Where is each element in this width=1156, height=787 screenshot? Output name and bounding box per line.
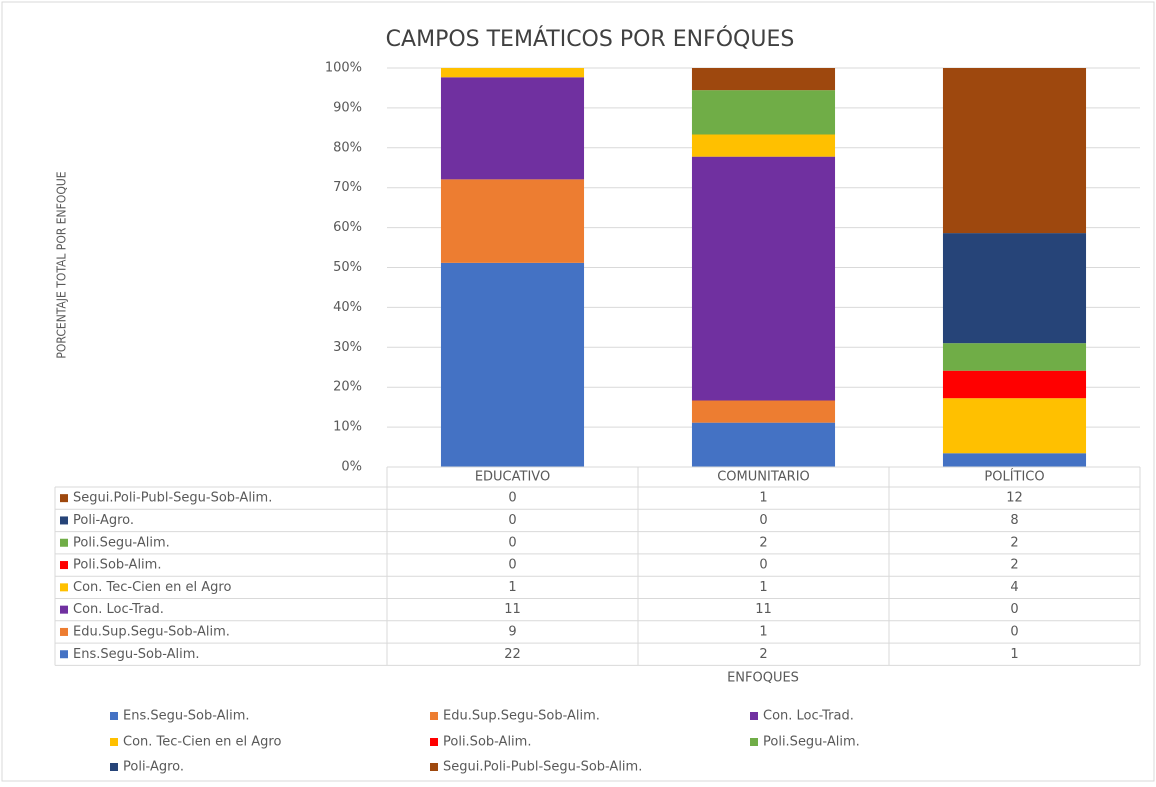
legend-key — [110, 738, 118, 746]
y-tick-label: 50% — [333, 260, 362, 275]
legend-label: Poli.Segu-Alim. — [763, 735, 860, 750]
table-row-label: Poli.Segu-Alim. — [73, 535, 170, 550]
table-legend-key — [60, 516, 68, 525]
bar-segment — [942, 68, 1087, 234]
table-row-label: Segui.Poli-Publ-Segu-Sob-Alim. — [73, 491, 272, 506]
table-legend-key — [60, 494, 68, 503]
table-legend-key — [60, 561, 68, 570]
bar-segment — [691, 90, 836, 135]
table-cell: 1 — [1010, 647, 1018, 662]
table-cell: 11 — [504, 602, 521, 617]
table-cell: 2 — [1010, 558, 1018, 573]
table-cell: 12 — [1006, 491, 1023, 506]
table-cell: 8 — [1010, 513, 1018, 528]
y-tick-label: 90% — [333, 100, 362, 115]
legend-key — [750, 738, 758, 746]
bar-segment — [440, 77, 585, 180]
table-row-label: Ens.Segu-Sob-Alim. — [73, 647, 200, 662]
table-legend-key — [60, 583, 68, 592]
table-cell: 0 — [508, 513, 516, 528]
legend-label: Poli-Agro. — [123, 760, 184, 775]
bar-segment — [691, 422, 836, 467]
y-tick-label: 100% — [325, 61, 362, 76]
x-tick-label: COMUNITARIO — [717, 470, 810, 485]
table-cell: 0 — [1010, 624, 1018, 639]
legend-key — [750, 712, 758, 720]
table-cell: 0 — [759, 558, 767, 573]
table-row-label: Con. Loc-Trad. — [73, 602, 164, 617]
bar-segment — [942, 398, 1087, 454]
table-cell: 0 — [508, 535, 516, 550]
table-cell: 1 — [759, 580, 767, 595]
table-cell: 1 — [759, 491, 767, 506]
y-tick-label: 10% — [333, 420, 362, 435]
table-cell: 9 — [508, 624, 516, 639]
y-tick-label: 0% — [341, 460, 362, 475]
table-cell: 2 — [759, 647, 767, 662]
table-row-label: Edu.Sup.Segu-Sob-Alim. — [73, 624, 230, 639]
table-row-label: Poli.Sob-Alim. — [73, 558, 161, 573]
table-cell: 11 — [755, 602, 772, 617]
bar-segment — [942, 370, 1087, 399]
y-tick-label: 70% — [333, 180, 362, 195]
table-cell: 1 — [508, 580, 516, 595]
table-cell: 2 — [759, 535, 767, 550]
bar-segment — [942, 343, 1087, 371]
table-cell: 22 — [504, 647, 521, 662]
bar-segment — [691, 400, 836, 423]
bar-segment — [691, 68, 836, 91]
table-legend-key — [60, 627, 68, 636]
x-axis-title: ENFOQUES — [727, 671, 799, 686]
bar-segment — [440, 262, 585, 467]
y-axis-title: PORCENTAJE TOTAL POR ENFOQUE — [55, 171, 69, 358]
x-tick-label: EDUCATIVO — [475, 470, 550, 485]
table-cell: 0 — [508, 558, 516, 573]
table-legend-key — [60, 650, 68, 659]
legend-label: Edu.Sup.Segu-Sob-Alim. — [443, 709, 600, 724]
y-tick-label: 80% — [333, 140, 362, 155]
bar-segment — [440, 68, 585, 78]
legend-key — [430, 763, 438, 771]
table-cell: 0 — [759, 513, 767, 528]
bar-segment — [691, 134, 836, 157]
legend-key — [110, 763, 118, 771]
legend-label: Ens.Segu-Sob-Alim. — [123, 709, 250, 724]
legend-label: Segui.Poli-Publ-Segu-Sob-Alim. — [443, 760, 642, 775]
table-row-label: Con. Tec-Cien en el Agro — [73, 580, 231, 595]
y-tick-label: 40% — [333, 300, 362, 315]
bar-segment — [691, 156, 836, 401]
legend-label: Con. Loc-Trad. — [763, 709, 854, 724]
x-tick-label: POLÍTICO — [984, 469, 1044, 485]
legend-label: Poli.Sob-Alim. — [443, 735, 531, 750]
chart-title: CAMPOS TEMÁTICOS POR ENFÓQUES — [386, 26, 795, 52]
y-tick-label: 60% — [333, 220, 362, 235]
bar-segment — [942, 233, 1087, 344]
table-cell: 0 — [508, 491, 516, 506]
table-cell: 0 — [1010, 602, 1018, 617]
table-row-label: Poli-Agro. — [73, 513, 134, 528]
legend-label: Con. Tec-Cien en el Agro — [123, 735, 281, 750]
y-tick-label: 30% — [333, 340, 362, 355]
bar-segment — [942, 453, 1087, 467]
y-tick-label: 20% — [333, 380, 362, 395]
bar-segment — [440, 179, 585, 263]
table-legend-key — [60, 605, 68, 614]
legend-key — [430, 738, 438, 746]
table-cell: 1 — [759, 624, 767, 639]
table-cell: 4 — [1010, 580, 1018, 595]
legend-key — [430, 712, 438, 720]
table-legend-key — [60, 538, 68, 547]
legend-key — [110, 712, 118, 720]
table-cell: 2 — [1010, 535, 1018, 550]
